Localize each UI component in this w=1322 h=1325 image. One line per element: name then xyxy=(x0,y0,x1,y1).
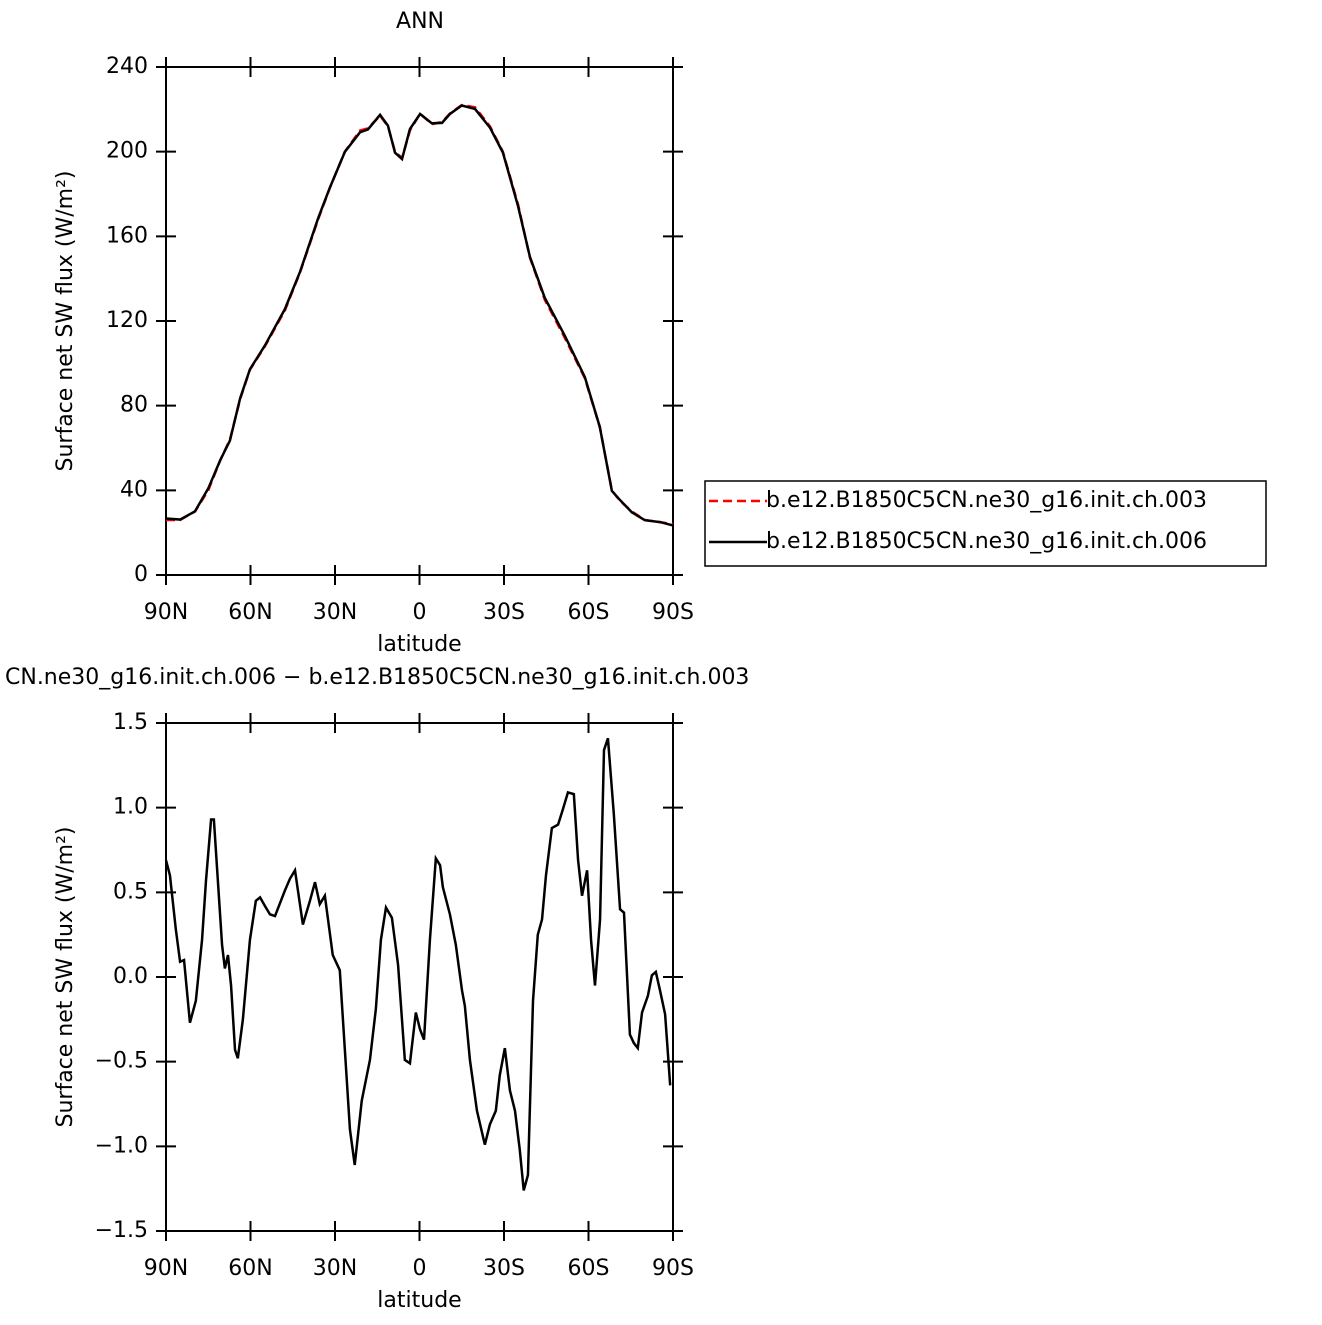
y-tick-label: 160 xyxy=(106,223,148,248)
x-tick-label: 0 xyxy=(413,1256,427,1281)
y-tick-label: −1.5 xyxy=(95,1218,148,1243)
x-tick-label: 60N xyxy=(228,600,272,625)
y-tick-label: −1.0 xyxy=(95,1133,148,1158)
y-tick-label: 80 xyxy=(120,393,148,418)
x-tick-label: 90S xyxy=(652,600,694,625)
x-tick-label: 30N xyxy=(313,1256,357,1281)
y-tick-label: 1.0 xyxy=(113,795,148,820)
x-axis-label: latitude xyxy=(377,1288,461,1313)
y-tick-label: 0.0 xyxy=(113,964,148,989)
x-axis-label: latitude xyxy=(377,632,461,657)
plot-frame xyxy=(165,722,674,1232)
x-tick-label: 90N xyxy=(144,1256,188,1281)
x-tick-label: 60S xyxy=(568,600,610,625)
y-tick-label: 240 xyxy=(106,54,148,79)
y-tick-label: 40 xyxy=(120,477,148,502)
x-tick-label: 60N xyxy=(228,1256,272,1281)
chart-title: ANN xyxy=(396,9,444,34)
y-tick-label: 120 xyxy=(106,308,148,333)
data-line xyxy=(166,103,674,526)
legend-box xyxy=(704,480,1267,567)
x-tick-label: 30S xyxy=(483,600,525,625)
plot-frame xyxy=(165,66,674,576)
x-tick-label: 90S xyxy=(652,1256,694,1281)
y-tick-label: 1.5 xyxy=(113,710,148,735)
data-line xyxy=(165,104,674,527)
chart-title: CN.ne30_g16.init.ch.006 − b.e12.B1850C5C… xyxy=(5,665,749,690)
x-tick-label: 90N xyxy=(144,600,188,625)
x-tick-label: 0 xyxy=(413,600,427,625)
data-line xyxy=(164,737,672,1191)
y-axis-label: Surface net SW flux (W/m²) xyxy=(53,170,78,471)
y-tick-label: −0.5 xyxy=(95,1049,148,1074)
x-tick-label: 30N xyxy=(313,600,357,625)
y-axis-label: Surface net SW flux (W/m²) xyxy=(53,826,78,1127)
y-tick-label: 0.5 xyxy=(113,879,148,904)
y-tick-label: 200 xyxy=(106,139,148,164)
y-tick-label: 0 xyxy=(134,562,148,587)
x-tick-label: 60S xyxy=(568,1256,610,1281)
legend-label: b.e12.B1850C5CN.ne30_g16.init.ch.006 xyxy=(766,529,1207,554)
x-tick-label: 30S xyxy=(483,1256,525,1281)
legend-label: b.e12.B1850C5CN.ne30_g16.init.ch.003 xyxy=(766,488,1207,513)
